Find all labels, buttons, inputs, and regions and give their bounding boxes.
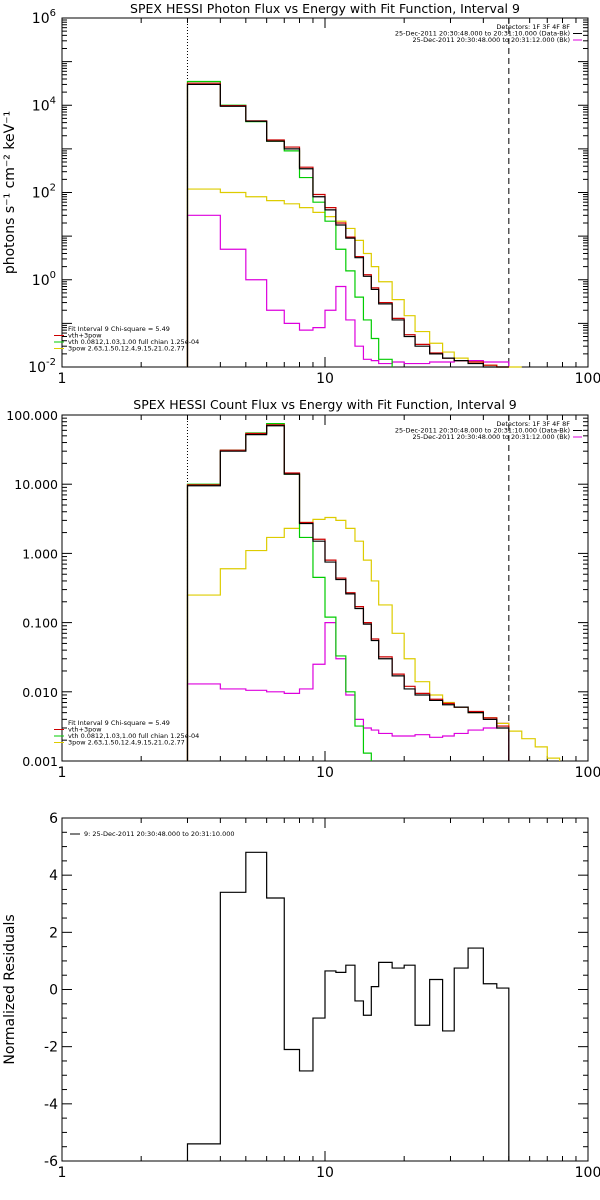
- y-tick-label: 100.000: [6, 408, 58, 423]
- y-tick-label: 0: [49, 983, 58, 999]
- y-tick-exponent: 6: [50, 8, 56, 19]
- legend-top-right-text: Detectors: 1F 3F 4F 8F: [496, 420, 570, 428]
- legend-top-right-text: Detectors: 1F 3F 4F 8F: [496, 23, 570, 31]
- x-tick-label: 100: [575, 765, 600, 781]
- y-tick-exponent: 0: [50, 270, 56, 281]
- chart-panel-2: SPEX HESSI Count Flux vs Energy with Fit…: [6, 397, 600, 781]
- legend-bottom-left-text: 3pow 2.63,1.50,12.4,9.15,21.0,2.77: [68, 345, 185, 353]
- y-tick-base: 10: [28, 360, 46, 376]
- series-line: [186, 516, 561, 761]
- series-line: [186, 424, 510, 761]
- legend-bottom-left-text: vth+3pow: [68, 332, 102, 340]
- series-line: [186, 83, 509, 368]
- y-tick-label: 6: [49, 811, 58, 827]
- y-tick-exponent: -2: [46, 357, 56, 368]
- legend-bottom-left-text: vth 0.0812,1.03,1.00 full chian 1.25e-04: [68, 338, 199, 346]
- y-tick-label: 106: [32, 8, 56, 27]
- y-tick-label: 2: [49, 925, 58, 941]
- legend-bottom-left-text: vth+3pow: [68, 726, 102, 734]
- y-tick-exponent: 4: [50, 95, 56, 106]
- x-tick-label: 10: [316, 765, 334, 781]
- y-tick-label: 1.000: [22, 546, 58, 561]
- y-tick-label: 102: [32, 183, 56, 202]
- chart-panel-3: 1 10 100 -6 -4 -2 0 2 4 6 Normalized Residuals 9: 2…: [2, 811, 600, 1181]
- series-line: [186, 425, 510, 761]
- x-tick-label: 100: [575, 1165, 600, 1181]
- series-line: [186, 214, 510, 367]
- legend-top-right-text: 25-Dec-2011 20:30:48.000 to 20:31:10.000…: [395, 30, 570, 38]
- legend-top-right-text: 25-Dec-2011 20:30:48.000 to 20:31:12.000…: [413, 36, 571, 44]
- series-line: [186, 82, 509, 368]
- series-line: [186, 423, 372, 761]
- y-tick-base: 10: [32, 98, 50, 114]
- chart-panel-1: SPEX HESSI Photon Flux vs Energy with Fi…: [2, 1, 600, 387]
- x-tick-label: 1: [58, 765, 67, 781]
- legend-top-right-text: 25-Dec-2011 20:30:48.000 to 20:31:12.000…: [413, 433, 571, 441]
- y-tick-label: 100: [32, 270, 56, 289]
- series-line: [186, 188, 522, 368]
- legend-bottom-left-text: Fit Interval 9 Chi-square = 5.49: [68, 325, 170, 333]
- series-line: [186, 851, 510, 1161]
- y-tick-base: 10: [32, 11, 50, 27]
- y-tick-base: 10: [32, 186, 50, 202]
- legend-bottom-left-text: Fit Interval 9 Chi-square = 5.49: [68, 719, 170, 727]
- legend-top-left-text: 9: 25-Dec-2011 20:30:48.000 to 20:31:10.…: [84, 830, 235, 838]
- y-tick-label: -4: [44, 1097, 58, 1113]
- y-tick-label: 0.010: [22, 685, 58, 700]
- x-tick-label: 10: [316, 1165, 334, 1181]
- series-line: [186, 80, 393, 367]
- y-tick-label: -6: [44, 1154, 58, 1170]
- y-tick-label: 0.001: [22, 754, 58, 769]
- y-axis-label: photons s⁻¹ cm⁻² keV⁻¹: [2, 111, 18, 274]
- legend-bottom-left-text: 3pow 2.63,1.50,12.4,9.15,21.0,2.77: [68, 739, 185, 747]
- x-tick-label: 1: [58, 1165, 67, 1181]
- y-tick-label: 10-2: [28, 357, 56, 376]
- y-tick-label: 104: [32, 95, 56, 114]
- y-tick-base: 10: [32, 273, 50, 289]
- legend-bottom-left-text: vth 0.0812,1.03,1.00 full chian 1.25e-04: [68, 732, 199, 740]
- y-tick-label: 4: [49, 868, 58, 884]
- chart-title: SPEX HESSI Photon Flux vs Energy with Fi…: [130, 1, 520, 16]
- legend-top-right-text: 25-Dec-2011 20:30:48.000 to 20:31:10.000…: [395, 427, 570, 435]
- chart-title: SPEX HESSI Count Flux vs Energy with Fit…: [133, 397, 516, 412]
- y-tick-label: 0.100: [22, 616, 58, 631]
- x-tick-label: 100: [575, 371, 600, 387]
- y-tick-label: -2: [44, 1040, 58, 1056]
- x-tick-label: 1: [58, 371, 67, 387]
- y-tick-exponent: 2: [50, 183, 56, 194]
- y-tick-label: 10.000: [14, 477, 58, 492]
- y-axis-label: Normalized Residuals: [2, 914, 18, 1064]
- x-tick-label: 10: [316, 371, 334, 387]
